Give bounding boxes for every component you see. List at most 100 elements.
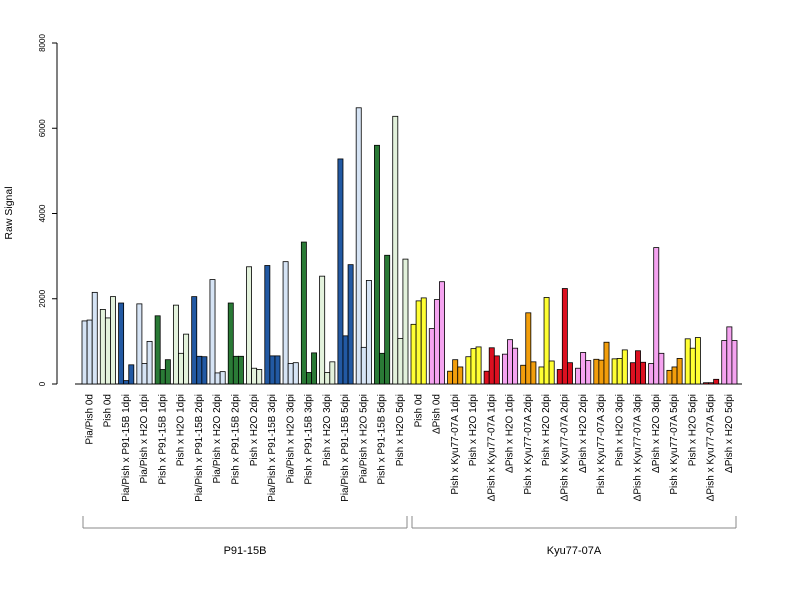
bar bbox=[319, 275, 326, 385]
bar bbox=[556, 369, 563, 385]
bar bbox=[428, 328, 435, 385]
x-tick-label: Pish 0d bbox=[103, 394, 114, 427]
x-tick-label: Pia/Pish x H2O 1dpi bbox=[139, 394, 150, 484]
y-tick-label: 4000 bbox=[38, 204, 47, 222]
x-tick-label: Pish x H2O 1dpi bbox=[468, 394, 479, 466]
bar bbox=[324, 372, 331, 385]
bar bbox=[470, 348, 477, 385]
bar bbox=[123, 380, 130, 385]
x-tick-label: Pish 0d bbox=[413, 394, 424, 427]
y-axis: 0 2000 4000 6000 8000 Raw Signal bbox=[3, 34, 58, 386]
bar bbox=[538, 366, 545, 385]
bar bbox=[118, 302, 125, 385]
bar bbox=[146, 340, 153, 385]
bar bbox=[575, 367, 581, 385]
bar bbox=[104, 317, 111, 385]
bar bbox=[214, 372, 221, 385]
bar bbox=[402, 258, 409, 385]
bar bbox=[360, 346, 367, 385]
bar bbox=[384, 254, 391, 385]
bar bbox=[238, 355, 244, 385]
bar bbox=[300, 241, 307, 385]
bar bbox=[561, 288, 568, 385]
bar bbox=[365, 280, 372, 385]
bar bbox=[110, 296, 116, 385]
x-tick-label: Pia/Pish x P91-15B 3dpi bbox=[267, 394, 278, 502]
bar bbox=[694, 337, 701, 385]
x-tick-label: Pish x P91-15B 3dpi bbox=[304, 394, 315, 485]
bar bbox=[99, 309, 106, 385]
x-tick-label: Pish x P91-15B 5dpi bbox=[377, 394, 388, 485]
bar bbox=[196, 355, 203, 385]
bar bbox=[708, 382, 715, 385]
bar bbox=[420, 297, 427, 385]
x-tick-label: ΔPish x Kyu77-07A 2dpi bbox=[560, 394, 571, 501]
x-tick-label: ΔPish x H2O 1dpi bbox=[505, 394, 516, 473]
x-tick-label: ΔPish x H2O 2dpi bbox=[578, 394, 589, 473]
bar bbox=[374, 144, 380, 385]
x-tick-labels: Pia/Pish 0d Pish 0d Pia/Pish x P91-15B 1dp… bbox=[84, 394, 735, 502]
bar bbox=[287, 363, 294, 385]
x-tick-label: ΔPish x H2O 5dpi bbox=[724, 394, 735, 473]
bar bbox=[580, 352, 587, 385]
x-tick-label: Pish x H2O 3dpi bbox=[614, 394, 625, 466]
bar bbox=[159, 369, 166, 385]
x-tick-label: Pish x H2O 1dpi bbox=[176, 394, 187, 466]
group-label: Kyu77-07A bbox=[547, 545, 602, 557]
x-tick-label: Pish x H2O 2dpi bbox=[249, 394, 260, 466]
x-tick-label: Pia/Pish x P91-15B 1dpi bbox=[121, 394, 132, 502]
bar bbox=[635, 350, 641, 385]
bar bbox=[191, 296, 198, 385]
x-tick-label: Pish x H2O 2dpi bbox=[541, 394, 552, 466]
bar bbox=[493, 355, 500, 385]
bar bbox=[684, 338, 691, 385]
y-tick-label: 2000 bbox=[38, 289, 47, 307]
bar bbox=[433, 299, 440, 385]
bar bbox=[653, 247, 660, 385]
bar bbox=[264, 265, 271, 385]
bar bbox=[306, 372, 312, 385]
bar bbox=[629, 362, 636, 385]
bar bbox=[731, 340, 738, 385]
y-tick-label: 0 bbox=[38, 381, 47, 386]
bar bbox=[598, 359, 605, 385]
bar bbox=[379, 352, 386, 385]
bar bbox=[452, 359, 459, 385]
bar bbox=[269, 355, 276, 385]
bar bbox=[128, 364, 135, 385]
y-tick-label: 6000 bbox=[38, 119, 47, 137]
bar bbox=[548, 360, 555, 385]
bars bbox=[81, 107, 738, 385]
bar bbox=[689, 347, 696, 385]
bar bbox=[392, 115, 399, 385]
group-brackets: P91-15B Kyu77-07A bbox=[82, 516, 737, 557]
bar bbox=[439, 281, 445, 385]
bar bbox=[483, 370, 490, 385]
x-tick-label: Pish x H2O 3dpi bbox=[322, 394, 333, 466]
x-tick-label: ΔPish x Kyu77-07A 3dpi bbox=[633, 394, 644, 501]
bar bbox=[178, 352, 184, 385]
bar bbox=[501, 353, 508, 385]
bar bbox=[274, 355, 281, 385]
bar bbox=[488, 347, 495, 385]
x-tick-label: Pish x Kyu77-07A 5dpi bbox=[669, 394, 680, 495]
bar bbox=[593, 358, 600, 385]
bar bbox=[410, 323, 417, 385]
bar bbox=[658, 352, 665, 385]
bar bbox=[567, 362, 573, 385]
x-tick-label: Pish x H2O 5dpi bbox=[687, 394, 698, 466]
bar bbox=[616, 358, 623, 385]
bar bbox=[397, 337, 404, 385]
bar bbox=[342, 335, 349, 385]
x-tick-label: Pia/Pish 0d bbox=[84, 394, 95, 445]
x-tick-label: Pia/Pish x P91-15B 5dpi bbox=[340, 394, 351, 502]
bar bbox=[154, 315, 161, 385]
x-tick-label: Pia/Pish x H2O 2dpi bbox=[212, 394, 223, 484]
bar bbox=[209, 279, 216, 385]
bar bbox=[164, 359, 171, 385]
bar bbox=[347, 264, 354, 385]
bar bbox=[251, 367, 258, 385]
x-tick-label: Pia/Pish x P91-15B 2dpi bbox=[194, 394, 205, 502]
bar bbox=[648, 363, 655, 385]
